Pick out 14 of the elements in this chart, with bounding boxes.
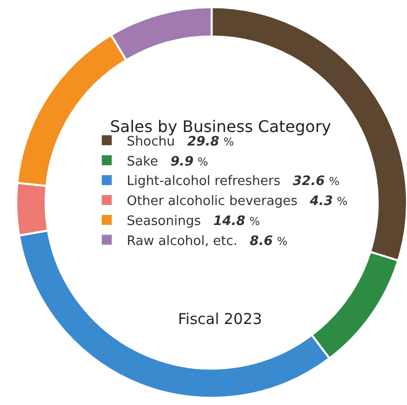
legend-label: Sake [126,154,158,170]
legend-label: Seasonings [126,214,201,229]
data-label: 4.3 % [308,194,348,210]
text: Sales by Business Category [110,117,332,136]
data-label: 8.6 % [250,234,288,249]
data-label: 32.6 % [292,174,340,190]
data-label: 9.9 % [170,154,208,170]
data-label: 14.8 % [213,214,260,229]
data-label: 29.8 % [187,134,234,150]
text: Fiscal 2023 [178,310,262,328]
legend-label: Light-alcohol refreshers [126,174,280,190]
legend-label: Raw alcohol, etc. [126,234,238,249]
legend-label: Shochu [126,134,175,150]
legend-label: Other alcoholic beverages [126,194,298,210]
